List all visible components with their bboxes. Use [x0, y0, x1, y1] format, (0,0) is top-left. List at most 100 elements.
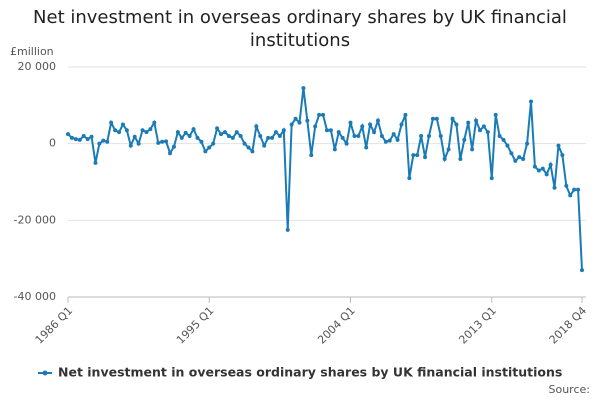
point — [403, 112, 408, 117]
point — [497, 134, 502, 138]
point — [207, 145, 212, 150]
point — [332, 147, 337, 152]
point — [415, 153, 420, 158]
x-tick-label: 2018 Q4 — [547, 304, 590, 347]
point — [89, 134, 94, 139]
point — [395, 137, 400, 142]
point — [301, 86, 306, 91]
y-tick-label: -20 000 — [14, 213, 56, 226]
point — [552, 185, 557, 190]
point — [387, 138, 392, 143]
point — [289, 122, 294, 127]
point — [493, 112, 498, 117]
point — [368, 122, 373, 127]
point — [438, 134, 443, 138]
point — [254, 124, 259, 129]
point — [215, 126, 220, 131]
point — [568, 193, 573, 198]
point — [230, 135, 235, 140]
legend-marker — [42, 370, 48, 376]
point — [458, 157, 463, 161]
point — [383, 139, 388, 144]
point — [85, 137, 90, 142]
point — [419, 134, 424, 138]
y-tick-label: 0 — [49, 137, 56, 150]
point — [128, 143, 133, 148]
x-tick-label: 1995 Q1 — [174, 304, 217, 347]
point — [548, 162, 553, 167]
point — [258, 134, 263, 138]
point — [222, 130, 227, 135]
series-line — [67, 87, 583, 271]
point — [426, 134, 431, 138]
point — [556, 143, 561, 148]
x-tick-label: 2004 Q1 — [315, 304, 358, 347]
point — [195, 135, 200, 140]
point — [273, 130, 278, 135]
point — [356, 134, 361, 138]
point — [489, 176, 494, 181]
point — [219, 132, 224, 137]
x-tick-label: 1986 Q1 — [33, 304, 76, 347]
point — [466, 120, 471, 125]
point — [454, 122, 459, 127]
y-tick-label: -40 000 — [14, 290, 56, 303]
point — [77, 137, 82, 142]
point — [246, 145, 251, 150]
point — [226, 134, 231, 138]
point — [136, 141, 141, 146]
point — [66, 132, 70, 137]
point — [348, 120, 353, 125]
point — [293, 116, 298, 121]
point — [321, 112, 326, 117]
point — [462, 137, 467, 142]
point — [120, 122, 125, 127]
point — [411, 153, 416, 158]
point — [399, 122, 404, 127]
point — [69, 135, 74, 140]
point — [117, 130, 122, 135]
point — [124, 128, 129, 133]
x-tick-label: 2013 Q1 — [456, 304, 499, 347]
point — [285, 227, 290, 232]
point — [187, 134, 192, 138]
point — [324, 128, 329, 133]
point — [336, 130, 341, 135]
point — [540, 166, 545, 171]
point — [277, 134, 282, 138]
point — [144, 130, 149, 135]
point — [113, 128, 118, 133]
point — [281, 128, 286, 133]
point — [242, 141, 247, 146]
point — [372, 130, 377, 135]
point — [183, 130, 188, 135]
point — [266, 135, 271, 140]
point — [572, 187, 577, 192]
point — [513, 158, 518, 163]
point — [262, 143, 267, 148]
point — [73, 137, 78, 142]
point — [434, 116, 439, 121]
point — [313, 124, 318, 129]
y-tick-label: 20 000 — [18, 60, 57, 73]
point — [97, 141, 102, 146]
point — [101, 138, 106, 143]
point — [576, 187, 581, 192]
point — [423, 155, 428, 160]
point — [501, 137, 506, 142]
point — [509, 151, 514, 156]
point — [430, 116, 435, 121]
point — [528, 99, 533, 104]
point — [175, 130, 180, 135]
point — [580, 268, 584, 273]
point — [477, 128, 482, 133]
point — [156, 140, 161, 145]
point — [446, 147, 451, 152]
point — [250, 149, 255, 154]
point — [199, 139, 204, 144]
point — [525, 141, 530, 146]
point — [81, 134, 86, 138]
point — [340, 135, 345, 140]
